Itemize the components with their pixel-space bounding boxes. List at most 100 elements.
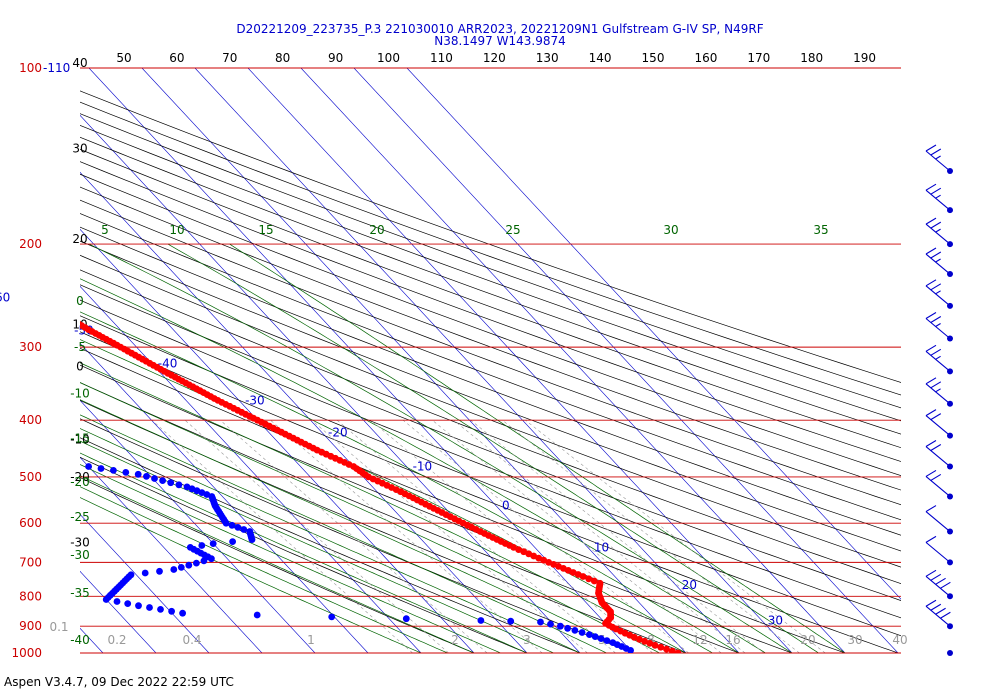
dry-adiabat-line <box>80 101 901 396</box>
temperature-point <box>54 308 61 315</box>
moist-adiabat-line <box>80 382 660 653</box>
top-axis-title: -110 <box>43 61 70 75</box>
height-tick-label: -30 <box>70 535 90 549</box>
top-axis-tick-label: 190 <box>853 51 876 65</box>
dewpoint-point <box>61 460 68 467</box>
height-tick-label: 40 <box>72 56 87 70</box>
mixing-ratio-label: 0.2 <box>107 633 126 647</box>
dewpoint-point <box>564 624 571 632</box>
mixing-ratio-label: 1 <box>307 633 315 647</box>
moist-adiabat-label: 10 <box>169 223 184 237</box>
moist-adiabat-label: 20 <box>369 223 384 237</box>
mixing-ratio-line <box>336 419 616 653</box>
dewpoint-point <box>85 463 92 470</box>
temperature-point <box>44 302 51 309</box>
dewpoint-point <box>102 596 110 603</box>
wind-barb-flag <box>935 577 946 585</box>
wind-barb-flag <box>935 323 941 327</box>
wind-barb-flag <box>930 251 942 259</box>
moist-adiabat-left-label: -10 <box>70 386 90 400</box>
dewpoint-point <box>0 429 7 436</box>
wind-barb-flag <box>930 348 942 356</box>
wind-barb-flag <box>925 247 937 255</box>
dewpoint-point <box>208 555 215 563</box>
dewpoint-point <box>179 609 187 617</box>
temperature-point <box>0 267 1 274</box>
dewpoint-point <box>507 617 515 625</box>
temperature-point <box>630 633 638 641</box>
wind-barb-flag <box>925 312 937 319</box>
dewpoint-point <box>12 441 19 448</box>
isotherm-line <box>80 513 210 653</box>
dewpoint-point <box>0 362 3 369</box>
moist-adiabat-left-label: -25 <box>70 510 90 524</box>
dewpoint-point <box>0 400 4 407</box>
dewpoint-point <box>175 481 183 489</box>
height-tick-label: -10 <box>70 432 90 446</box>
moist-adiabat-label: 15 <box>258 223 273 237</box>
moist-adiabat-left-label: -15 <box>70 432 90 446</box>
dewpoint-point <box>9 392 16 399</box>
top-axis-tick-label: 100 <box>377 51 400 65</box>
dry-adiabat-line <box>80 284 901 601</box>
wind-barb-flag <box>935 388 941 393</box>
wind-barb-flag <box>930 381 942 389</box>
dewpoint-point <box>0 427 5 434</box>
dewpoint-point <box>234 524 242 531</box>
wind-barb-flag <box>930 316 942 323</box>
dewpoint-point <box>328 613 336 621</box>
dry-adiabat-line <box>80 173 901 477</box>
dewpoint-point <box>157 606 164 613</box>
dewpoint-point <box>113 598 121 605</box>
dewpoint-point <box>135 602 142 610</box>
moist-adiabat-label: 5 <box>101 223 109 237</box>
dewpoint-point <box>0 401 1 408</box>
wind-barb-staff <box>925 383 951 405</box>
temperature-point <box>585 575 593 583</box>
isotherm-line <box>88 68 634 653</box>
dewpoint-point <box>14 447 21 454</box>
wind-barb-staff <box>925 189 951 211</box>
temperature-point <box>5 275 12 282</box>
mixing-ratio-label: 30 <box>847 633 862 647</box>
temperature-point <box>51 306 58 313</box>
pressure-tick-label: 500 <box>19 470 42 484</box>
wind-barb-staff <box>925 575 951 597</box>
wind-barb-flag <box>930 444 942 451</box>
wind-barb-flag <box>935 607 946 615</box>
moist-adiabat-label: 30 <box>663 223 678 237</box>
wind-barb-flag <box>935 258 941 263</box>
temperature-point <box>11 279 18 286</box>
top-axis-tick-label: 50 <box>116 51 131 65</box>
temperature-point <box>8 277 15 284</box>
dewpoint-point <box>167 479 175 487</box>
moist-adiabat-line <box>80 414 607 653</box>
dewpoint-point <box>6 394 13 401</box>
wind-barb-staff <box>925 511 951 532</box>
dewpoint-point <box>177 564 185 571</box>
wind-barb-flag <box>925 535 937 543</box>
dewpoint-point <box>2 368 9 375</box>
pressure-tick-label: 200 <box>19 237 42 251</box>
wind-barb-station <box>947 650 953 656</box>
dewpoint-point <box>571 627 579 634</box>
dewpoint-point <box>38 456 45 463</box>
isotherm-line <box>80 456 263 653</box>
dewpoint-point <box>141 569 149 577</box>
temperature-point <box>0 269 4 276</box>
wind-barb-flag <box>925 217 937 225</box>
dewpoint-point <box>8 437 15 444</box>
isotherm-label: -30 <box>245 393 265 407</box>
dry-adiabat-line <box>80 315 901 637</box>
moist-adiabat-line <box>80 486 448 653</box>
dewpoint-point <box>0 366 7 373</box>
wind-barb-staff <box>925 476 951 497</box>
temperature-point <box>657 643 665 651</box>
temperature-point <box>14 281 21 288</box>
dewpoint-point <box>6 435 13 442</box>
wind-barb-flag <box>930 187 942 195</box>
dewpoint-point <box>222 519 230 527</box>
dewpoint-point <box>73 461 80 468</box>
wind-barb-staff <box>925 285 951 307</box>
